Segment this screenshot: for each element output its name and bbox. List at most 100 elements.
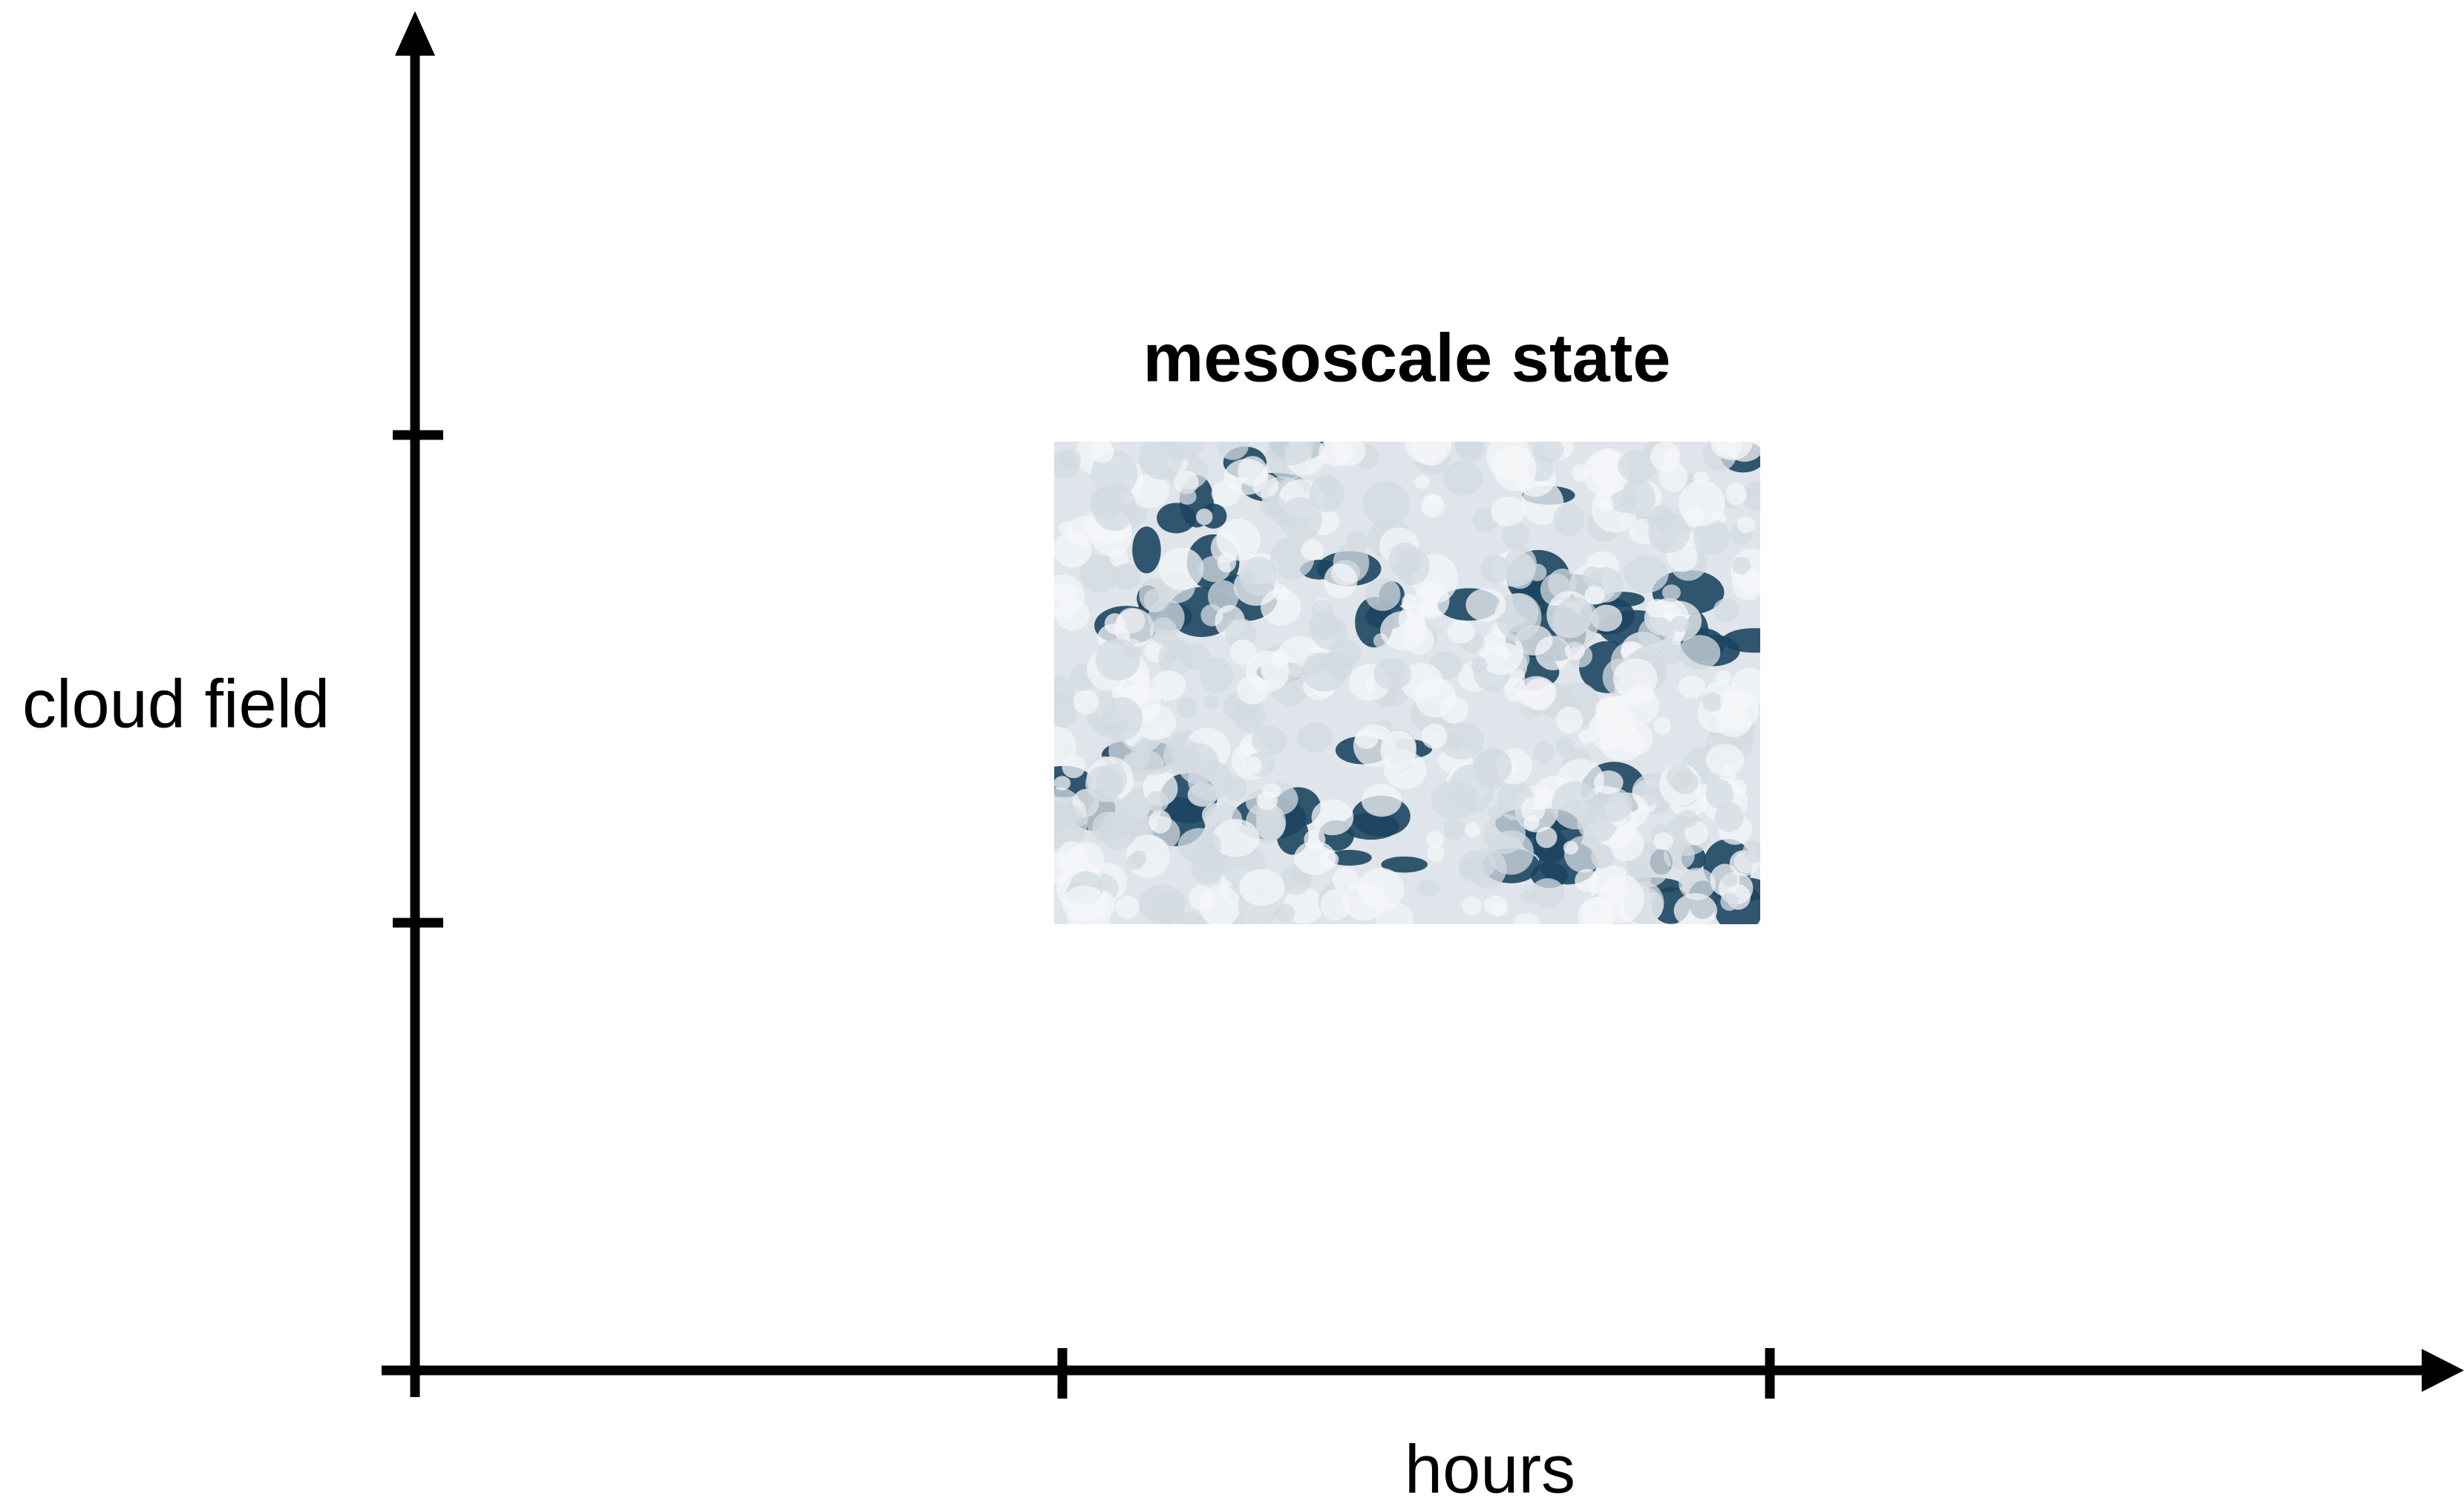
- cloud-texture: [1279, 497, 1322, 541]
- cloud-texture: [1405, 442, 1448, 464]
- cloud-texture: [1736, 516, 1755, 533]
- cloud-texture: [1380, 730, 1416, 771]
- cloud-texture: [1324, 563, 1358, 599]
- cloud-texture: [1095, 763, 1127, 797]
- cloud-texture: [1139, 442, 1183, 480]
- cloud-texture: [1612, 658, 1658, 699]
- cloud-texture: [1670, 615, 1690, 632]
- cloud-texture: [1361, 784, 1402, 817]
- cloud-texture: [1062, 885, 1106, 922]
- cloud-texture: [1054, 727, 1076, 767]
- cloud-texture: [1483, 813, 1526, 854]
- cloud-texture: [1190, 857, 1223, 884]
- cloud-texture: [1318, 476, 1339, 495]
- cloud-texture: [1312, 599, 1333, 619]
- cloud-texture: [1054, 675, 1075, 706]
- cloud-texture: [1608, 827, 1644, 861]
- cloud-texture: [1459, 850, 1496, 880]
- cloud-texture: [1624, 555, 1669, 593]
- cloud-texture: [1229, 639, 1257, 665]
- cloud-texture: [1478, 630, 1523, 676]
- cloud-texture: [1679, 635, 1721, 670]
- cloud-texture: [1427, 844, 1445, 863]
- y-axis-arrow: [395, 11, 435, 56]
- cloud-texture: [1715, 670, 1732, 685]
- cloud-texture: [1319, 851, 1339, 868]
- cloud-texture: [1216, 442, 1249, 460]
- cloud-texture: [1502, 521, 1530, 549]
- cloud-texture: [1722, 628, 1760, 653]
- cloud-texture: [1520, 889, 1539, 904]
- cloud-texture: [1275, 903, 1295, 923]
- cloud-texture: [1148, 598, 1185, 637]
- cloud-texture: [1486, 442, 1532, 480]
- cloud-texture: [1131, 850, 1147, 866]
- cloud-texture: [1638, 616, 1675, 651]
- cloud-texture: [1151, 670, 1186, 701]
- cloud-texture: [1233, 698, 1267, 733]
- cloud-texture: [1513, 912, 1540, 924]
- cloud-texture: [1588, 710, 1630, 751]
- cloud-texture: [1244, 756, 1262, 775]
- cloud-texture: [1535, 635, 1571, 670]
- cloud-texture: [1439, 722, 1485, 760]
- cloud-texture: [1584, 586, 1605, 605]
- cloud-texture: [1713, 598, 1739, 623]
- cloud-texture: [1159, 547, 1204, 590]
- cloud-texture: [1647, 505, 1675, 532]
- cloud-texture: [1714, 802, 1744, 832]
- cloud-texture: [1196, 509, 1213, 526]
- cloud-texture: [1199, 657, 1234, 694]
- cloud-texture: [1146, 791, 1169, 813]
- cloud-texture: [1702, 692, 1723, 712]
- cloud-texture: [1464, 822, 1480, 838]
- cloud-texture: [1742, 840, 1760, 863]
- cloud-texture: [1163, 737, 1200, 775]
- cloud-texture: [1256, 791, 1278, 811]
- cloud-texture: [1095, 638, 1140, 681]
- cloud-texture: [1212, 819, 1260, 857]
- cloud-image: [1054, 442, 1760, 924]
- cloud-texture: [1650, 442, 1681, 471]
- cloud-texture: [1177, 488, 1197, 505]
- cloud-texture: [1252, 726, 1287, 756]
- cloud-texture: [1271, 649, 1289, 669]
- cloud-texture: [1365, 578, 1401, 611]
- cloud-texture: [1056, 841, 1088, 874]
- cloud-texture: [1421, 723, 1448, 749]
- cloud-texture: [1653, 832, 1674, 851]
- cloud-texture: [1101, 697, 1143, 741]
- cloud-texture: [1073, 690, 1099, 715]
- cloud-texture: [1133, 704, 1177, 740]
- cloud-texture: [1176, 911, 1206, 924]
- cloud-texture: [1610, 490, 1638, 514]
- cloud-texture: [1447, 620, 1475, 644]
- cloud-texture: [1722, 692, 1759, 729]
- cloud-texture: [1454, 442, 1483, 457]
- cloud-texture: [1394, 547, 1430, 586]
- cloud-texture: [1571, 463, 1590, 483]
- cloud-texture: [1480, 555, 1511, 584]
- cloud-texture: [1597, 497, 1614, 512]
- cloud-texture: [1332, 867, 1359, 892]
- cloud-texture: [1582, 450, 1629, 497]
- cloud-texture: [1267, 442, 1314, 465]
- cloud-texture: [1260, 495, 1286, 517]
- cloud-texture: [1535, 826, 1558, 849]
- cloud-texture: [1174, 470, 1199, 494]
- cloud-texture: [1442, 461, 1483, 496]
- cloud-texture: [1111, 563, 1141, 590]
- cloud-texture: [1148, 809, 1171, 834]
- cloud-texture: [1085, 795, 1131, 843]
- cloud-texture: [1647, 598, 1668, 618]
- cloud-texture: [1552, 597, 1599, 647]
- cloud-texture: [1563, 840, 1579, 854]
- cloud-texture: [1705, 779, 1734, 809]
- cloud-texture: [1139, 884, 1186, 923]
- cloud-texture: [1404, 626, 1434, 655]
- cloud-texture: [1678, 675, 1706, 699]
- cloud-texture: [1179, 644, 1211, 670]
- cloud-texture: [1679, 868, 1716, 900]
